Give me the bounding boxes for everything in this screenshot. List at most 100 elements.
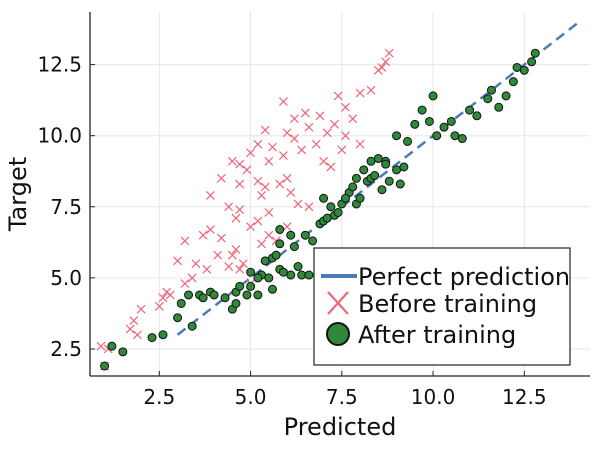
x-tick-label: 7.5	[326, 385, 358, 409]
after-training-point	[308, 236, 318, 246]
before-training-point	[154, 301, 164, 311]
before-training-point	[289, 134, 299, 143]
after-training-point	[377, 185, 387, 195]
after-training-point	[176, 298, 186, 308]
after-training-point	[472, 111, 482, 121]
after-training-point	[253, 290, 263, 300]
perfect-prediction-line	[176, 20, 580, 336]
before-training-point	[238, 259, 248, 269]
before-training-point	[341, 131, 350, 141]
after-training-point	[340, 193, 350, 203]
after-training-point	[300, 230, 310, 240]
after-training-point	[381, 159, 391, 169]
series	[96, 20, 580, 371]
legend: Perfect prediction Before training After…	[313, 247, 571, 366]
before-training-point	[330, 119, 339, 129]
after-training-point	[220, 293, 230, 303]
before-training-point	[304, 122, 314, 132]
before-training-point	[384, 48, 394, 58]
x-tick-label: 2.5	[143, 385, 175, 409]
x-tick-label: 10.0	[411, 385, 456, 409]
after-training-point	[253, 273, 263, 283]
before-training-point	[326, 162, 336, 172]
legend-box	[313, 247, 571, 366]
after-training-point	[264, 273, 274, 283]
after-training-point	[373, 153, 383, 163]
before-training-point	[206, 190, 215, 200]
before-training-point	[235, 264, 245, 274]
before-training-point	[213, 250, 223, 260]
before-training-point	[202, 264, 212, 274]
after-training-point	[304, 270, 314, 280]
before-training-point	[235, 205, 245, 215]
before-training-point	[133, 330, 142, 340]
before-training-point	[235, 179, 245, 189]
before-training-point	[216, 173, 226, 183]
before-training-point	[333, 91, 343, 101]
y-tick-label: 2.5	[50, 337, 82, 361]
after-training-point	[384, 176, 394, 186]
after-training-point	[107, 341, 117, 351]
after-training-point	[355, 193, 365, 203]
after-training-point	[319, 193, 329, 203]
before-training-point	[322, 128, 332, 138]
before-training-point	[253, 139, 263, 149]
legend-circle-swatch	[326, 322, 350, 346]
after-training-point	[246, 267, 256, 277]
after-training-point	[403, 136, 413, 146]
after-training-point	[432, 131, 442, 141]
after-training-point	[271, 250, 281, 260]
after-training-point	[187, 321, 197, 331]
legend-label-after-training: After training	[358, 321, 516, 349]
before-training-point	[264, 208, 274, 217]
before-training-point	[304, 202, 314, 212]
before-training-point	[257, 190, 266, 200]
before-training-point	[224, 202, 234, 212]
after-training-point	[410, 119, 420, 129]
after-training-point	[508, 77, 518, 87]
before-training-point	[224, 262, 234, 271]
x-axis-label: Predicted	[284, 413, 397, 441]
plot-frame	[89, 12, 590, 377]
before-training-point	[206, 225, 215, 234]
after-training-point	[465, 105, 475, 115]
before-training-point	[275, 179, 285, 189]
before-training-point	[381, 57, 391, 67]
x-tick-label: 5.0	[235, 385, 267, 409]
before-training-point	[231, 245, 241, 254]
before-training-point	[165, 290, 175, 300]
x-tick-label: 12.5	[502, 385, 547, 409]
after-training-point	[519, 65, 529, 75]
before-training-point	[173, 256, 183, 266]
after-training-point	[293, 262, 303, 272]
before-training-point	[282, 128, 292, 138]
before-training-point	[96, 341, 106, 351]
after-training-point	[267, 284, 277, 294]
before-training-point	[264, 230, 274, 240]
after-training-point	[446, 116, 456, 126]
after-training-point	[333, 207, 343, 217]
after-training-point	[246, 281, 256, 291]
legend-label-perfect-prediction: Perfect prediction	[358, 263, 570, 291]
before-training-point	[315, 111, 325, 121]
after-training-point	[439, 122, 449, 132]
before-training-point	[191, 259, 201, 269]
before-training-point	[297, 145, 307, 155]
before-training-point	[231, 213, 241, 223]
before-training-point	[125, 324, 135, 334]
after-training-point	[428, 91, 438, 101]
before-training-point	[341, 102, 350, 112]
after-training-point	[395, 179, 405, 189]
after-training-point	[392, 131, 402, 141]
before-training-point	[264, 156, 274, 166]
before-training-point	[227, 250, 237, 260]
before-training-point	[242, 165, 252, 175]
after-training-point	[286, 230, 296, 240]
before-training-point	[216, 233, 226, 243]
y-tick-label: 5.0	[50, 266, 82, 290]
after-training-point	[359, 165, 369, 175]
after-training-point	[289, 242, 299, 252]
before-training-point	[260, 125, 270, 135]
legend-label-before-training: Before training	[358, 290, 537, 318]
